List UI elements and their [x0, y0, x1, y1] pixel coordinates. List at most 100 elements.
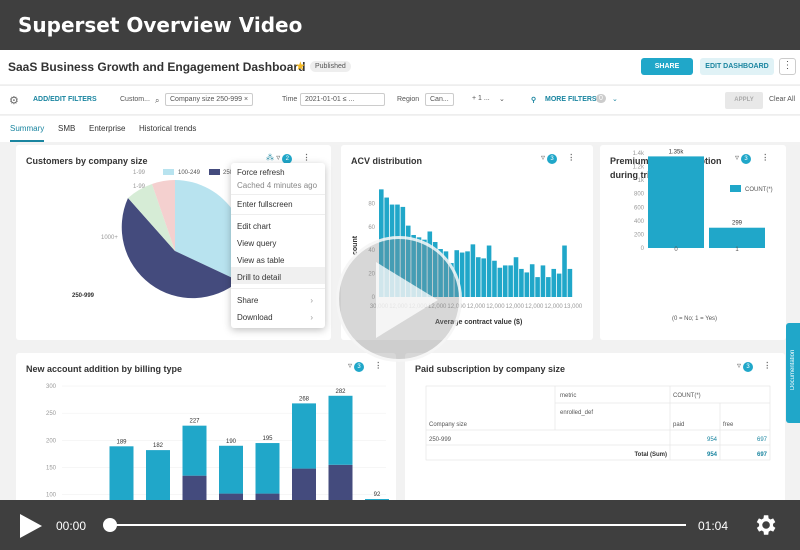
y-tick-label: 200	[634, 232, 645, 238]
progress-track[interactable]	[109, 524, 686, 526]
paid-header: paid	[673, 422, 684, 428]
more-filters-button[interactable]: MORE FILTERS	[545, 96, 597, 103]
menu-item-enter-fullscreen[interactable]: Enter fullscreen	[237, 200, 293, 209]
stacked-bar-segment-top	[182, 425, 207, 476]
tab-summary[interactable]: Summary	[10, 124, 45, 133]
edit-dashboard-button[interactable]: EDIT DASHBOARD	[700, 58, 774, 75]
histogram-bar	[459, 252, 465, 297]
pie-slice-250-999[interactable]	[121, 198, 239, 299]
pie-slice-100-249[interactable]	[175, 180, 246, 281]
menu-item-share[interactable]: Share ›	[237, 296, 319, 305]
menu-item-view-as-table[interactable]: View as table	[237, 256, 285, 265]
pie-slice-1-99[interactable]	[128, 184, 175, 251]
gear-icon[interactable]: ⚙	[9, 95, 19, 107]
settings-gear-icon[interactable]	[752, 512, 778, 538]
pie-legend: 1-99 100-249 250-...	[133, 169, 240, 176]
table-total-label: Total (Sum)	[634, 452, 667, 458]
region-chip-more[interactable]: + 1 ...	[472, 95, 490, 102]
y-tick-label: 0	[641, 246, 645, 252]
more-icon[interactable]: ⋮	[374, 361, 383, 370]
card-title-line-2: during trial	[610, 170, 657, 180]
histogram-bar	[540, 265, 546, 297]
x-tick-label: 12,000	[506, 304, 525, 310]
more-icon[interactable]: ⋮	[567, 153, 576, 162]
close-icon[interactable]: ×	[243, 96, 249, 103]
menu-divider	[231, 214, 325, 215]
histogram-bar	[486, 245, 492, 297]
tab-enterprise[interactable]: Enterprise	[89, 124, 126, 133]
premium-bar	[709, 227, 765, 248]
play-overlay-icon[interactable]	[376, 262, 438, 338]
card-tools: ▿ 3 ⋮	[735, 153, 769, 164]
more-options-button[interactable]: ⋮	[779, 58, 796, 75]
y-tick-label: 1.4k	[633, 151, 645, 157]
y-tick-label: 60	[368, 225, 375, 231]
stacked-bar-segment-top	[219, 445, 243, 494]
more-icon[interactable]: ⋮	[302, 153, 311, 162]
premium-bar	[648, 156, 704, 248]
histogram-bar	[551, 268, 557, 297]
progress-knob[interactable]	[103, 518, 117, 532]
more-icon[interactable]: ⋮	[761, 153, 770, 162]
share-label: SHARE	[654, 63, 680, 70]
clear-all-button[interactable]: Clear All	[769, 96, 796, 103]
card-title: ACV distribution	[351, 156, 422, 166]
y-tick-label: 800	[634, 192, 645, 198]
stacked-bar-segment-bottom	[182, 475, 207, 500]
chevron-right-icon: ›	[310, 313, 313, 322]
chevron-down-icon[interactable]: ⌄	[612, 96, 618, 103]
y-tick-label: 1.2k	[633, 165, 645, 171]
stacked-bar-segment-bottom	[255, 493, 280, 500]
filter-count-badge: 3	[547, 154, 558, 164]
menu-item-view-query[interactable]: View query	[237, 239, 277, 248]
filter-icon[interactable]: ▿	[737, 361, 742, 370]
menu-item-force-refresh[interactable]: Force refresh	[237, 168, 285, 177]
y-tick-label: 1k	[638, 178, 645, 184]
legend-swatch-100-249	[163, 169, 174, 175]
duration: 01:04	[698, 519, 729, 533]
star-icon[interactable]: ★	[295, 59, 306, 73]
time-filter-input[interactable]: 2021-01-01 ≤ ...	[300, 93, 385, 106]
chevron-down-icon[interactable]: ⌄	[499, 96, 505, 103]
documentation-tab[interactable]	[786, 323, 800, 423]
bar-data-label: 299	[732, 221, 743, 227]
menu-item-edit-chart[interactable]: Edit chart	[237, 222, 271, 231]
filter-icon[interactable]: ▿	[541, 153, 546, 162]
y-tick-label: 250	[46, 411, 57, 417]
menu-item-drill-to-detail[interactable]: Drill to detail	[237, 273, 282, 282]
published-badge: Published	[310, 61, 351, 72]
tab-smb[interactable]: SMB	[58, 124, 76, 133]
bar-data-label: 1.35k	[669, 149, 685, 155]
legend-swatch-250-999	[209, 169, 220, 175]
hierarchy-icon[interactable]: ⁂	[266, 153, 274, 162]
play-icon[interactable]	[20, 514, 42, 538]
new-accounts-card: New account addition by billing type ▿ 3 …	[16, 353, 396, 500]
y-tick-label: 150	[46, 466, 57, 472]
tab-historical-trends[interactable]: Historical trends	[139, 124, 197, 133]
pie-slice-1000plus[interactable]	[152, 180, 175, 251]
card-title: Customers by company size	[26, 156, 148, 166]
company-size-chip[interactable]: Company size 250-999 ×	[165, 93, 254, 106]
chart-context-menu: Force refresh Cached 4 minutes ago Enter…	[231, 163, 325, 328]
apply-button[interactable]: APPLY	[725, 92, 763, 109]
x-tick-label: 12,000	[467, 304, 486, 310]
legend-label-1-99: 1-99	[133, 170, 146, 176]
y-tick-label: 300	[46, 384, 57, 390]
add-edit-filters-button[interactable]: ADD/EDIT FILTERS	[33, 96, 97, 103]
stacked-bar-segment-bottom	[219, 493, 243, 500]
more-icon[interactable]: ⋮	[763, 361, 772, 370]
bar-total-label: 92	[374, 492, 381, 498]
filter-icon[interactable]: ▿	[348, 361, 353, 370]
region-chip-canada[interactable]: Can...	[425, 93, 454, 106]
time-filter-label: Time	[282, 96, 298, 103]
menu-item-download-label: Download	[237, 313, 273, 322]
acv-y-axis-label: count	[352, 235, 359, 255]
metric-header: metric	[560, 393, 576, 399]
stacked-bar-segment-top	[255, 443, 280, 494]
video-frame[interactable]: SaaS Business Growth and Engagement Dash…	[0, 50, 800, 500]
pivot-table: metric COUNT(*) enrolled_def paid free C…	[425, 385, 771, 461]
filter-icon[interactable]: ▿	[276, 153, 281, 162]
share-button[interactable]: SHARE	[641, 58, 693, 75]
menu-item-download[interactable]: Download ›	[237, 313, 319, 322]
filter-icon[interactable]: ▿	[735, 153, 740, 162]
